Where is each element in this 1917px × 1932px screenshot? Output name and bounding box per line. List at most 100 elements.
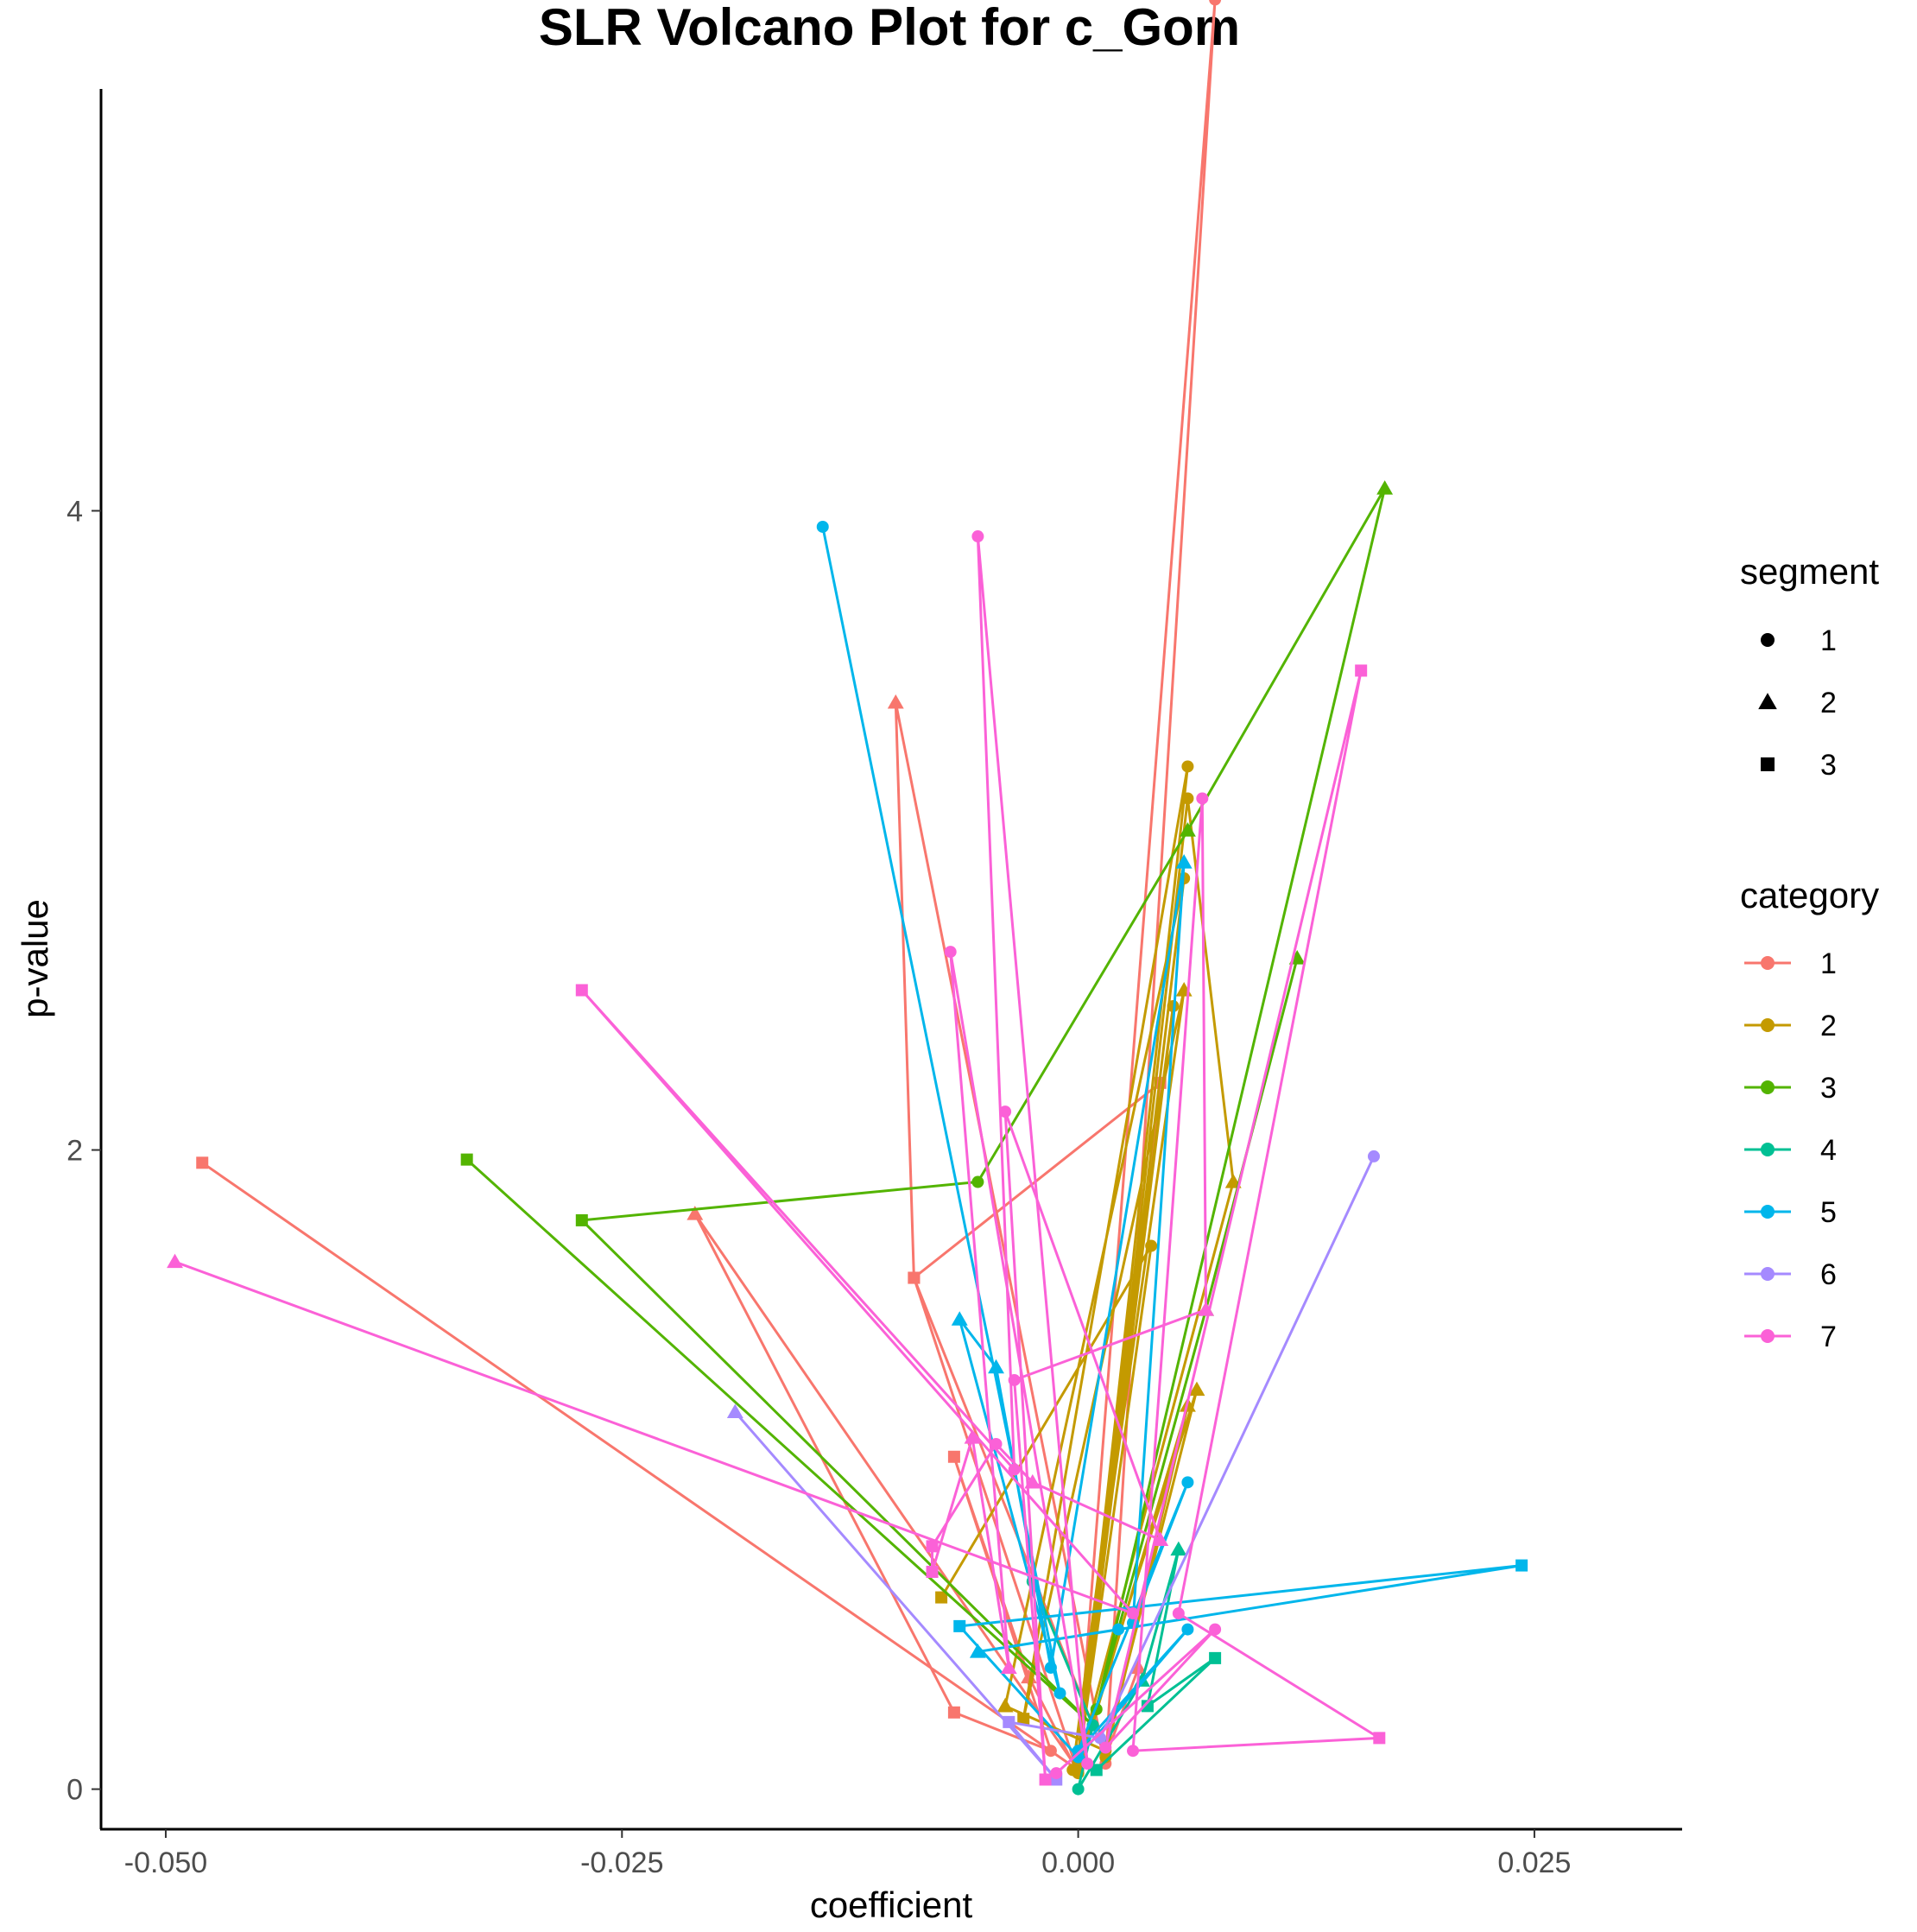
data-point (1355, 664, 1368, 677)
data-point (1515, 1559, 1528, 1572)
legend-key-triangle (1758, 693, 1777, 710)
segment-legend-label: 2 (1820, 687, 1837, 719)
data-point (1152, 1531, 1169, 1547)
legend-key-circle (1761, 633, 1775, 647)
data-point (1127, 1607, 1140, 1620)
chart-title: SLR Volcano Plot for c_Gom (539, 0, 1240, 56)
data-point (971, 1175, 984, 1188)
data-point (971, 530, 984, 543)
category-legend-label: 6 (1820, 1258, 1837, 1291)
data-point (1044, 1661, 1057, 1674)
plot-area (167, 0, 1528, 1796)
data-point (951, 1311, 968, 1326)
segment-legend-label: 3 (1820, 749, 1837, 782)
data-point (1181, 760, 1194, 773)
category-legend-label: 1 (1820, 947, 1837, 980)
data-point (1050, 1767, 1063, 1780)
data-point (969, 1644, 986, 1658)
segment-legend: segment 1 2 3 (1740, 551, 1879, 782)
series-line (465, 487, 1387, 1726)
data-point (196, 1156, 209, 1169)
data-point (1188, 1381, 1205, 1397)
data-point (908, 1271, 921, 1284)
data-point (1017, 1713, 1030, 1726)
legend-key-point (1761, 956, 1775, 970)
data-point (944, 946, 957, 959)
legend-key-square (1761, 757, 1775, 771)
data-point (1367, 1150, 1380, 1162)
data-point (1072, 1783, 1085, 1796)
data-point (1373, 1732, 1386, 1745)
segment-legend-label: 1 (1820, 624, 1837, 657)
data-point (1003, 1715, 1015, 1728)
x-tick-label: 0.025 (1497, 1846, 1571, 1879)
legend-key-point (1761, 1267, 1775, 1281)
category-legend-label: 3 (1820, 1072, 1837, 1105)
y-axis-ticks: 0 2 4 (66, 495, 101, 1807)
data-point (1000, 1659, 1017, 1675)
data-point (947, 1706, 960, 1719)
data-point (1008, 1463, 1021, 1476)
category-legend-title: category (1740, 875, 1879, 915)
data-point (1175, 854, 1193, 869)
data-point (1198, 1302, 1214, 1316)
category-legend: category 1 2 3 4 5 6 7 (1740, 875, 1879, 1353)
data-point (964, 1429, 981, 1444)
data-point (999, 1105, 1012, 1118)
series-category-1 (196, 0, 1222, 1780)
legend-key-point (1761, 1080, 1775, 1094)
series-line (174, 535, 1384, 1780)
segment-legend-title: segment (1740, 551, 1879, 592)
category-legend-label: 2 (1820, 1010, 1837, 1042)
data-point (1209, 1623, 1222, 1636)
x-axis-ticks: -0.050 -0.025 0.000 0.025 (124, 1829, 1571, 1879)
data-point (1141, 1700, 1154, 1713)
legend-key-point (1761, 1018, 1775, 1032)
data-point (953, 1619, 966, 1632)
data-point (1179, 822, 1196, 837)
data-point (1081, 1757, 1094, 1770)
y-tick-label: 0 (66, 1774, 83, 1807)
data-point (988, 1359, 1004, 1374)
data-point (1053, 1687, 1066, 1700)
data-point (816, 520, 829, 533)
y-tick-label: 4 (66, 495, 83, 528)
legend-key-point (1761, 1143, 1775, 1156)
data-point (1170, 1541, 1187, 1556)
category-legend-label: 5 (1820, 1196, 1837, 1229)
series-category-5 (816, 520, 1528, 1764)
series-category-7 (167, 530, 1386, 1786)
legend-key-point (1761, 1329, 1775, 1343)
data-point (1044, 1745, 1057, 1758)
data-point (926, 1540, 939, 1553)
data-point (1008, 1373, 1021, 1386)
data-point (1181, 1623, 1194, 1636)
x-tick-label: 0.000 (1041, 1846, 1115, 1879)
data-point (887, 694, 904, 709)
y-tick-label: 2 (66, 1135, 83, 1168)
data-point (1072, 1751, 1085, 1764)
data-point (1376, 480, 1394, 495)
data-point (1112, 1623, 1125, 1636)
data-point (575, 984, 588, 997)
data-point (1024, 1473, 1041, 1489)
data-point (996, 1697, 1014, 1713)
data-point (726, 1403, 743, 1419)
data-point (1167, 1000, 1180, 1013)
data-point (1145, 1239, 1158, 1252)
data-point (1090, 1764, 1103, 1777)
x-tick-label: -0.025 (580, 1846, 663, 1879)
y-axis-title: p-value (15, 899, 55, 1018)
data-point (926, 1565, 939, 1578)
data-point (935, 1591, 948, 1604)
data-point (575, 1213, 588, 1226)
data-point (990, 1437, 1003, 1450)
data-point (1099, 1741, 1112, 1754)
data-point (686, 1206, 704, 1220)
data-point (1209, 1651, 1222, 1664)
series-line (201, 0, 1217, 1774)
x-axis-title: coefficient (810, 1884, 973, 1925)
data-point (1196, 792, 1209, 805)
data-point (1209, 0, 1222, 6)
